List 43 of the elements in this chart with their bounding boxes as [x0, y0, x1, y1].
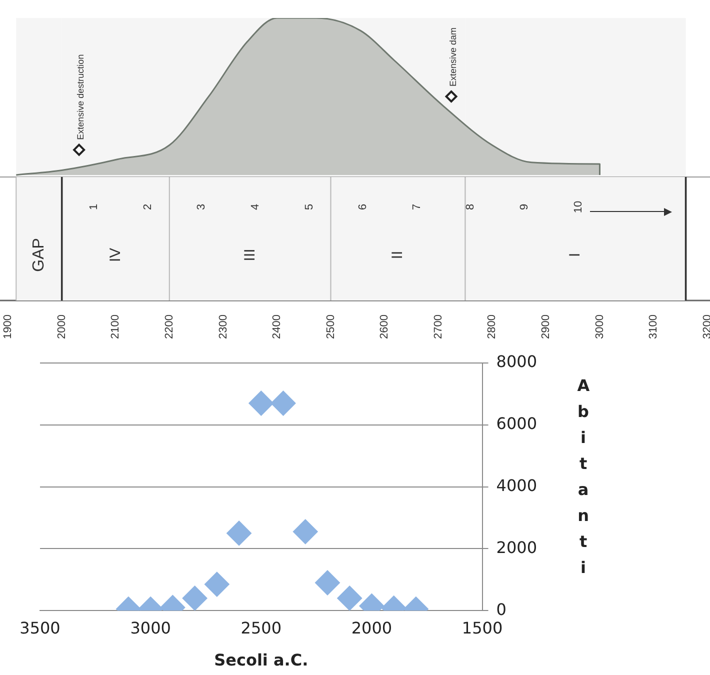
x-tick-label: 1500	[462, 618, 503, 638]
text: 7	[410, 204, 423, 210]
x-tick-label: 2100	[110, 314, 122, 340]
y-tick-label: 0	[496, 600, 506, 619]
y-tick-label: 8000	[496, 352, 537, 372]
band-label: IV	[106, 248, 124, 262]
x-tick-label: 2200	[163, 314, 176, 340]
text: 6	[357, 204, 370, 210]
x-tick-label: 3100	[648, 314, 660, 340]
band-label: GAP	[30, 238, 48, 272]
text: 10	[572, 200, 584, 214]
x-tick-label: 2600	[378, 314, 391, 340]
text: 1	[88, 204, 100, 210]
text: 5	[303, 204, 316, 210]
y-axis-title: Abitanti	[577, 375, 590, 579]
annotation: Extensive destruction	[76, 54, 86, 140]
band-label: I	[566, 252, 584, 258]
x-tick-label: 3000	[594, 314, 606, 340]
x-tick-label: 2300	[217, 314, 230, 340]
text: 4	[250, 204, 262, 210]
x-tick-label: 1900	[2, 314, 14, 340]
text: 8	[464, 204, 477, 210]
x-tick-label: 2400	[271, 314, 284, 340]
x-tick-label: 3000	[130, 618, 171, 638]
band-label: II	[389, 250, 406, 260]
text: 2	[142, 204, 154, 210]
y-tick-label: 4000	[496, 476, 537, 495]
y-tick-label: 2000	[496, 538, 537, 557]
annotation: Extensive dam	[448, 27, 458, 86]
text: 9	[518, 204, 530, 210]
x-tick-label: 2700	[432, 314, 444, 340]
x-tick-label: 2000	[56, 314, 68, 340]
x-tick-label: 3200	[701, 314, 710, 340]
text: 3	[196, 204, 208, 210]
x-axis-title: Secoli a.C.	[214, 650, 308, 670]
x-tick-label: 3500	[20, 618, 60, 638]
band-label: III	[241, 248, 258, 262]
x-tick-label: 2500	[240, 618, 282, 638]
x-tick-label: 2900	[540, 314, 552, 340]
x-tick-label: 2800	[486, 314, 498, 340]
x-tick-label: 2500	[324, 314, 337, 340]
y-tick-label: 6000	[496, 414, 537, 434]
x-tick-label: 2000	[351, 618, 392, 638]
